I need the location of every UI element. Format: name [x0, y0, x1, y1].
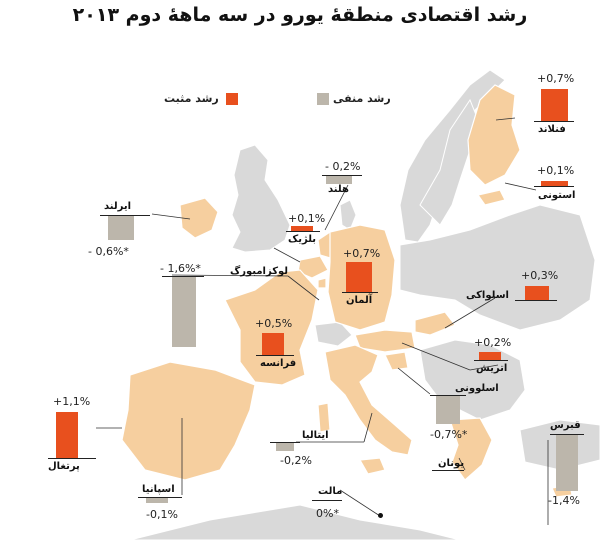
malta-marker — [378, 513, 383, 518]
land-slovakia — [414, 311, 456, 336]
land-iberia — [121, 361, 256, 481]
label-austria: اتریش — [476, 363, 508, 374]
bar-belgium — [291, 226, 313, 231]
label-greece: یونان — [438, 458, 465, 469]
bar-portugal — [56, 412, 78, 458]
baseline-italy — [270, 442, 300, 443]
land-italy — [324, 344, 413, 456]
value-france: +0,5% — [255, 317, 293, 330]
baseline-slovenia — [430, 395, 466, 396]
value-italy: -0,2% — [280, 454, 312, 467]
land-greece — [449, 417, 493, 481]
baseline-austria — [474, 360, 508, 361]
legend-positive-swatch — [226, 93, 238, 105]
value-malta: 0%* — [316, 507, 339, 520]
bar-ireland — [108, 216, 134, 240]
legend-negative-swatch — [317, 93, 329, 105]
baseline-estonia — [534, 186, 574, 187]
baseline-malta — [312, 500, 342, 501]
bar-luxembourg — [172, 277, 196, 347]
label-spain: اسپانیا — [142, 484, 175, 495]
value-spain: -0,1% — [146, 508, 178, 521]
value-austria: +0,2% — [474, 336, 512, 349]
bar-germany — [346, 262, 372, 292]
bar-slovenia — [436, 396, 460, 424]
label-slovakia: اسلواکی — [466, 290, 509, 301]
value-germany: +0,7% — [343, 247, 381, 260]
legend-positive-label: رشد مثبت — [164, 92, 219, 105]
value-netherlands: - 0,2% — [325, 160, 361, 173]
map-title: رشد اقتصادی منطقهٔ یورو در سه ماههٔ دوم … — [72, 4, 528, 26]
value-belgium: +0,1% — [288, 212, 326, 225]
land-sicily — [359, 457, 386, 475]
bar-austria — [479, 352, 501, 360]
bar-slovakia — [525, 286, 549, 300]
land-denmark — [339, 199, 357, 231]
legend-negative-label: رشد منفی — [333, 92, 391, 105]
label-italy: ایتالیا — [302, 430, 329, 441]
bar-finland — [541, 89, 568, 121]
value-slovakia: +0,3% — [521, 269, 559, 282]
baseline-france — [256, 355, 294, 356]
bar-france — [262, 333, 284, 355]
value-portugal: +1,1% — [53, 395, 91, 408]
baseline-cyprus — [550, 434, 584, 435]
baseline-spain — [138, 497, 182, 498]
label-estonia: استونی — [538, 190, 576, 201]
value-ireland: - 0,6%* — [88, 245, 129, 258]
bar-netherlands — [326, 176, 352, 184]
value-luxembourg: - 1,6%* — [160, 262, 201, 275]
value-slovenia: -0,7%* — [430, 428, 468, 441]
land-north-africa — [129, 504, 461, 541]
label-cyprus: قبرس — [550, 420, 581, 431]
label-france: فرانسه — [260, 358, 297, 369]
baseline-greece — [432, 470, 464, 471]
label-slovenia: اسلوونی — [455, 383, 499, 394]
label-netherlands: هلند — [328, 184, 349, 195]
baseline-finland — [534, 121, 574, 122]
baseline-netherlands — [322, 175, 362, 176]
land-great-britain — [231, 144, 291, 253]
land-luxembourg — [317, 277, 327, 289]
land-france — [224, 269, 319, 386]
baseline-ireland — [100, 215, 150, 216]
baseline-germany — [342, 292, 378, 293]
land-slovenia — [384, 351, 409, 371]
baseline-belgium — [286, 231, 320, 232]
bar-spain — [146, 498, 168, 503]
label-luxembourg: لوکزامبورگ — [230, 266, 289, 277]
baseline-slovakia — [515, 300, 557, 301]
label-malta: مالت — [318, 486, 343, 497]
baseline-portugal — [48, 458, 96, 459]
label-finland: فنلاند — [538, 124, 566, 135]
label-ireland: ایرلند — [104, 201, 132, 212]
land-estonia — [476, 189, 506, 206]
label-germany: آلمان — [346, 295, 373, 306]
value-finland: +0,7% — [537, 72, 575, 85]
land-ireland — [179, 197, 219, 239]
land-sardinia — [317, 402, 331, 433]
land-finland — [467, 84, 521, 186]
label-belgium: بلژیک — [288, 234, 317, 245]
value-cyprus: -1,4% — [548, 494, 580, 507]
label-portugal: پرتغال — [48, 461, 80, 472]
baseline-luxembourg — [162, 276, 204, 277]
bar-cyprus — [556, 435, 578, 491]
bar-estonia — [541, 181, 568, 186]
value-estonia: +0,1% — [537, 164, 575, 177]
bar-italy — [276, 443, 294, 451]
